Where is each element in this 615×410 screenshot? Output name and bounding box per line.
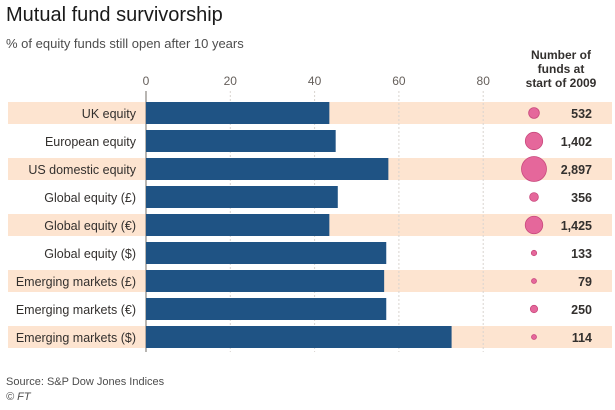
- fund-count-bubble: [524, 215, 544, 235]
- fund-count-label: 1,425: [561, 219, 592, 233]
- fund-count-label: 532: [571, 107, 592, 121]
- fund-count-bubble: [528, 107, 540, 119]
- fund-count-label: 133: [571, 247, 592, 261]
- fund-count-label: 1,402: [561, 135, 592, 149]
- bar: [146, 130, 336, 152]
- category-label: Emerging markets (€): [16, 303, 136, 317]
- bar: [146, 242, 387, 264]
- x-tick-label: 0: [143, 74, 150, 88]
- fund-count-label: 356: [571, 191, 592, 205]
- x-tick-label: 80: [477, 74, 491, 88]
- fund-count-bubble: [530, 249, 538, 257]
- fund-count-bubble: [531, 334, 537, 340]
- bubble-column-header: funds at: [538, 62, 585, 76]
- fund-count-bubble: [529, 192, 539, 202]
- bar: [146, 186, 338, 208]
- bubble-column-header: start of 2009: [526, 76, 597, 90]
- bar: [146, 102, 330, 124]
- fund-count-bubble: [529, 304, 539, 314]
- fund-count-label: 114: [572, 331, 592, 345]
- fund-count-bubble: [521, 156, 547, 182]
- bar: [146, 298, 387, 320]
- fund-count-label: 2,897: [561, 163, 592, 177]
- fund-count-bubble: [531, 278, 537, 284]
- chart-title: Mutual fund survivorship: [6, 4, 223, 26]
- fund-count-bubble: [524, 131, 544, 151]
- category-label: Emerging markets (£): [16, 275, 136, 289]
- category-label: Global equity (€): [44, 219, 136, 233]
- category-label: Global equity (£): [44, 191, 136, 205]
- category-label: Emerging markets ($): [16, 331, 136, 345]
- bar-chart: 0 20 40 60 80 UK equity 532 European equity 1,40…: [8, 48, 612, 352]
- category-label: Global equity ($): [44, 247, 136, 261]
- category-label: UK equity: [82, 107, 137, 121]
- credit-note: © FT: [6, 391, 31, 403]
- x-tick-label: 20: [224, 74, 238, 88]
- x-tick-label: 40: [308, 74, 322, 88]
- source-note: Source: S&P Dow Jones Indices: [6, 376, 165, 388]
- bar: [146, 214, 330, 236]
- x-tick-label: 60: [392, 74, 406, 88]
- fund-count-label: 250: [571, 303, 592, 317]
- bubble-column-header: Number of: [531, 48, 592, 62]
- category-label: European equity: [45, 135, 137, 149]
- fund-count-label: 79: [578, 275, 592, 289]
- bar: [146, 158, 389, 180]
- category-label: US domestic equity: [28, 163, 136, 177]
- chart-subtitle: % of equity funds still open after 10 ye…: [6, 36, 244, 51]
- bar: [146, 270, 385, 292]
- bar: [146, 326, 452, 348]
